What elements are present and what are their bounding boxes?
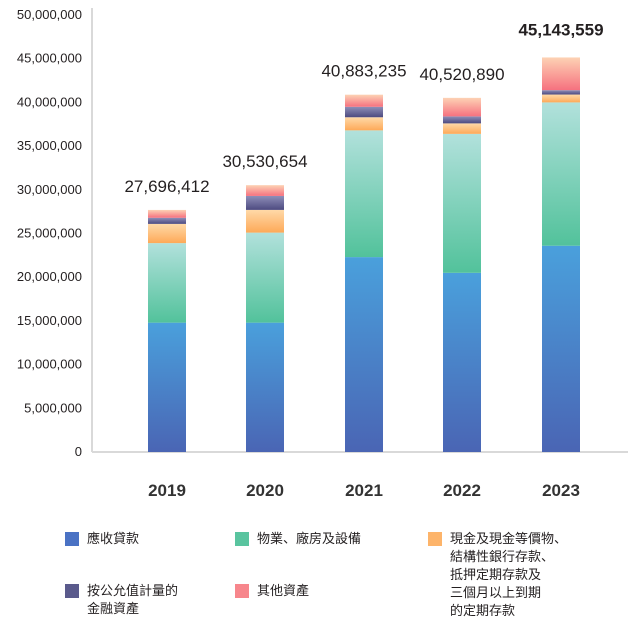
bar-total-label: 40,520,890 xyxy=(419,65,504,84)
bar-segment xyxy=(246,322,284,452)
bar-segment xyxy=(443,133,481,273)
bar-total-label: 40,883,235 xyxy=(321,62,406,81)
bar-segment xyxy=(148,243,186,323)
bar-total-label: 30,530,654 xyxy=(222,152,307,171)
bar-segment xyxy=(246,195,284,210)
bar-segment xyxy=(542,94,580,103)
y-tick-label: 0 xyxy=(75,444,82,459)
bar-segment xyxy=(345,94,383,107)
bar-segment xyxy=(542,90,580,95)
bar-segment xyxy=(246,185,284,196)
y-tick-label: 40,000,000 xyxy=(17,94,82,109)
x-tick-label: 2019 xyxy=(148,481,186,500)
x-tick-label: 2020 xyxy=(246,481,284,500)
y-tick-label: 15,000,000 xyxy=(17,313,82,328)
bar-segment xyxy=(443,97,481,117)
bar-segment xyxy=(345,106,383,118)
bar-segment xyxy=(542,245,580,452)
bar-segment xyxy=(246,209,284,233)
x-tick-label: 2021 xyxy=(345,481,383,500)
bar-segment xyxy=(443,116,481,124)
y-tick-label: 50,000,000 xyxy=(17,7,82,22)
bars xyxy=(148,57,580,452)
y-tick-label: 45,000,000 xyxy=(17,51,82,66)
bar-segment xyxy=(345,117,383,131)
y-tick-label: 30,000,000 xyxy=(17,182,82,197)
bar-segment xyxy=(246,232,284,323)
bar-segment xyxy=(345,257,383,452)
y-tick-label: 5,000,000 xyxy=(24,400,82,415)
y-tick-label: 25,000,000 xyxy=(17,226,82,241)
bar-segment xyxy=(148,223,186,244)
bar-segment xyxy=(443,272,481,452)
labels: 27,696,412 2019 30,530,654 2020 40,883,235 20… xyxy=(124,20,603,500)
y-tick-label: 20,000,000 xyxy=(17,269,82,284)
bar-total-label: 45,143,559 xyxy=(518,20,603,39)
bar-segment xyxy=(542,57,580,91)
bar-segment xyxy=(542,102,580,246)
bar-segment xyxy=(148,217,186,224)
bar-segment xyxy=(148,209,186,218)
bar-segment xyxy=(443,123,481,134)
bar-segment xyxy=(148,322,186,452)
y-tick-label: 10,000,000 xyxy=(17,357,82,372)
y-tick-label: 35,000,000 xyxy=(17,138,82,153)
axes: 0 5,000,000 10,000,000 15,000,000 20,000,000… xyxy=(17,7,628,459)
bar-total-label: 27,696,412 xyxy=(124,177,209,196)
x-tick-label: 2023 xyxy=(542,481,580,500)
bar-segment xyxy=(345,130,383,258)
x-tick-label: 2022 xyxy=(443,481,481,500)
